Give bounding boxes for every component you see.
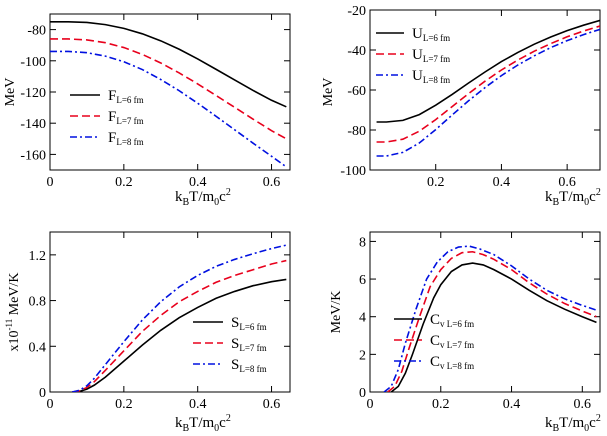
x-tick-label: 0.2 <box>115 397 133 412</box>
series-line-F-0 <box>50 21 287 108</box>
chart-panel-top-right: 0.2 0.4 0.6 -20 -40 -60 -80 -100 UL=6 fm UL=7 fm U… <box>321 4 601 208</box>
x-tick-label: 0.2 <box>432 397 450 412</box>
y-tick-label: 0.8 <box>29 295 47 310</box>
x-tick-label: 0.4 <box>493 175 511 190</box>
x-axis-label: kBT/m0c2 <box>175 413 231 434</box>
x-tick-label: 0.6 <box>263 175 281 190</box>
x-tick-label: 0.6 <box>263 397 281 412</box>
series-line-C-2 <box>383 245 597 392</box>
y-tick-label: -40 <box>347 44 366 59</box>
y-tick-label: 2 <box>359 348 366 363</box>
legend-entry: SL=8 fm <box>231 357 267 374</box>
x-tick-label: 0 <box>47 397 54 412</box>
series-line-S-2 <box>71 244 287 392</box>
x-tick-label: 0.6 <box>558 175 576 190</box>
legend-entry: SL=7 fm <box>231 336 267 353</box>
x-axis-label: kBT/m0c2 <box>175 187 231 208</box>
x-tick-label: 0.4 <box>189 397 207 412</box>
y-tick-label: 4 <box>359 311 366 326</box>
y-tick-label: 6 <box>359 273 366 288</box>
legend-entry: UL=6 fm <box>412 26 450 43</box>
y-tick-label: -80 <box>347 124 366 139</box>
x-tick-label: 0 <box>367 397 374 412</box>
chart-panel-top-left: 0 0.2 0.4 0.6 -80 -100 -120 -140 -160 FL=6 fm FL=7… <box>3 13 291 208</box>
y-tick-label: -100 <box>20 55 46 70</box>
y-axis-label: MeV/K <box>329 291 344 334</box>
y-tick-label: 8 <box>359 235 366 250</box>
plot-frame <box>49 13 291 171</box>
y-tick-label: 0 <box>359 386 366 401</box>
y-tick-label: -100 <box>340 164 366 179</box>
x-tick-label: 0.4 <box>189 175 207 190</box>
series-line-S-1 <box>72 259 287 392</box>
y-tick-label: -60 <box>347 84 366 99</box>
legend-entry: UL=7 fm <box>412 47 450 64</box>
series-line-C-0 <box>390 262 597 392</box>
series-line-U-2 <box>376 28 600 157</box>
plot-frame <box>49 231 291 393</box>
plot-frame <box>369 9 601 171</box>
series-line-U-1 <box>376 25 600 143</box>
series-line-F-1 <box>50 38 287 140</box>
y-tick-label: -120 <box>20 86 46 101</box>
legend-entry: FL=6 fm <box>108 88 144 105</box>
x-axis-label: kBT/m0c2 <box>545 413 601 434</box>
legend-entry: Cv L=7 fm <box>430 333 474 350</box>
chart-panel-bottom-right: 0 0.2 0.4 0.6 0 2 4 6 8 Cv L=6 fm Cv L=7 fm Cv L=8 … <box>329 231 601 434</box>
legend-entry: Cv L=8 fm <box>430 354 474 371</box>
chart-panel-bottom-left: 0 0.2 0.4 0.6 0 0.4 0.8 1.2 SL=6 fm SL=7 fm SL=8 f… <box>4 231 291 434</box>
x-tick-label: 0.4 <box>503 397 521 412</box>
legend-entry: FL=7 fm <box>108 109 144 126</box>
y-tick-label: -20 <box>347 4 366 19</box>
y-axis-label: MeV <box>321 78 336 107</box>
y-tick-label: 0.4 <box>29 340 47 355</box>
x-tick-label: 0 <box>47 175 54 190</box>
x-tick-label: 0.2 <box>115 175 133 190</box>
y-axis-label: MeV <box>3 78 18 107</box>
series-line-F-2 <box>50 50 287 168</box>
x-axis-label: kBT/m0c2 <box>545 187 601 208</box>
y-tick-label: -160 <box>20 148 46 163</box>
y-tick-label: -140 <box>20 117 46 132</box>
legend-entry: FL=8 fm <box>108 130 144 147</box>
y-tick-label: -80 <box>27 24 46 39</box>
series-line-S-0 <box>72 278 287 392</box>
y-tick-label: 1.2 <box>29 249 47 264</box>
plot-frame <box>369 231 601 393</box>
series-line-U-0 <box>376 19 600 123</box>
legend-entry: UL=8 fm <box>412 68 450 85</box>
x-tick-label: 0.6 <box>574 397 592 412</box>
legend-entry: Cv L=6 fm <box>430 312 474 329</box>
y-axis-label: x10-11 MeV/K <box>4 273 22 352</box>
series-line-C-1 <box>387 250 597 392</box>
x-tick-label: 0.2 <box>427 175 445 190</box>
y-tick-label: 0 <box>39 386 46 401</box>
legend-entry: SL=6 fm <box>231 315 267 332</box>
